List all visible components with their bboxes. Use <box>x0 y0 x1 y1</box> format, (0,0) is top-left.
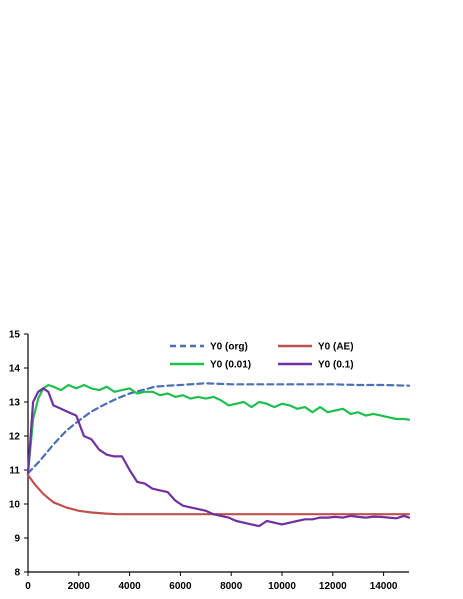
x-tick-label: 12000 <box>319 581 347 592</box>
x-tick-label: 4000 <box>118 581 141 592</box>
legend: Y0 (org) Y0 (AE) Y0 (0.01) Y0 (0.1) <box>170 342 354 371</box>
y-tick-label: 13 <box>9 398 21 409</box>
series-line-2 <box>26 383 411 475</box>
x-tick-label: 10000 <box>268 581 296 592</box>
legend-label-3: Y0 (0.1) <box>318 360 354 371</box>
y-tick-label: 14 <box>9 364 21 375</box>
axes: 8 9 10 11 12 13 14 15 0 2000 4000 6000 8000 10000 1200… <box>9 330 409 592</box>
y-tick-label: 11 <box>9 466 20 477</box>
x-tick-label: 2000 <box>68 581 91 592</box>
series-line-3 <box>26 387 411 528</box>
legend-label-2: Y0 (0.01) <box>210 360 251 371</box>
series-line-1 <box>26 474 411 516</box>
legend-label-1: Y0 (AE) <box>318 342 354 353</box>
series-layer <box>26 382 411 528</box>
legend-label-0: Y0 (org) <box>210 342 248 353</box>
y-tick-label: 12 <box>9 432 21 443</box>
x-tick-label: 6000 <box>169 581 192 592</box>
series-line-0 <box>26 382 411 475</box>
y-tick-label: 10 <box>9 500 21 511</box>
x-tick-label: 0 <box>25 581 31 592</box>
x-tick-label: 8000 <box>220 581 243 592</box>
y-tick-label: 8 <box>14 568 20 579</box>
y-tick-label: 15 <box>9 330 21 341</box>
y-tick-label: 9 <box>14 534 20 545</box>
x-tick-label: 14000 <box>370 581 398 592</box>
